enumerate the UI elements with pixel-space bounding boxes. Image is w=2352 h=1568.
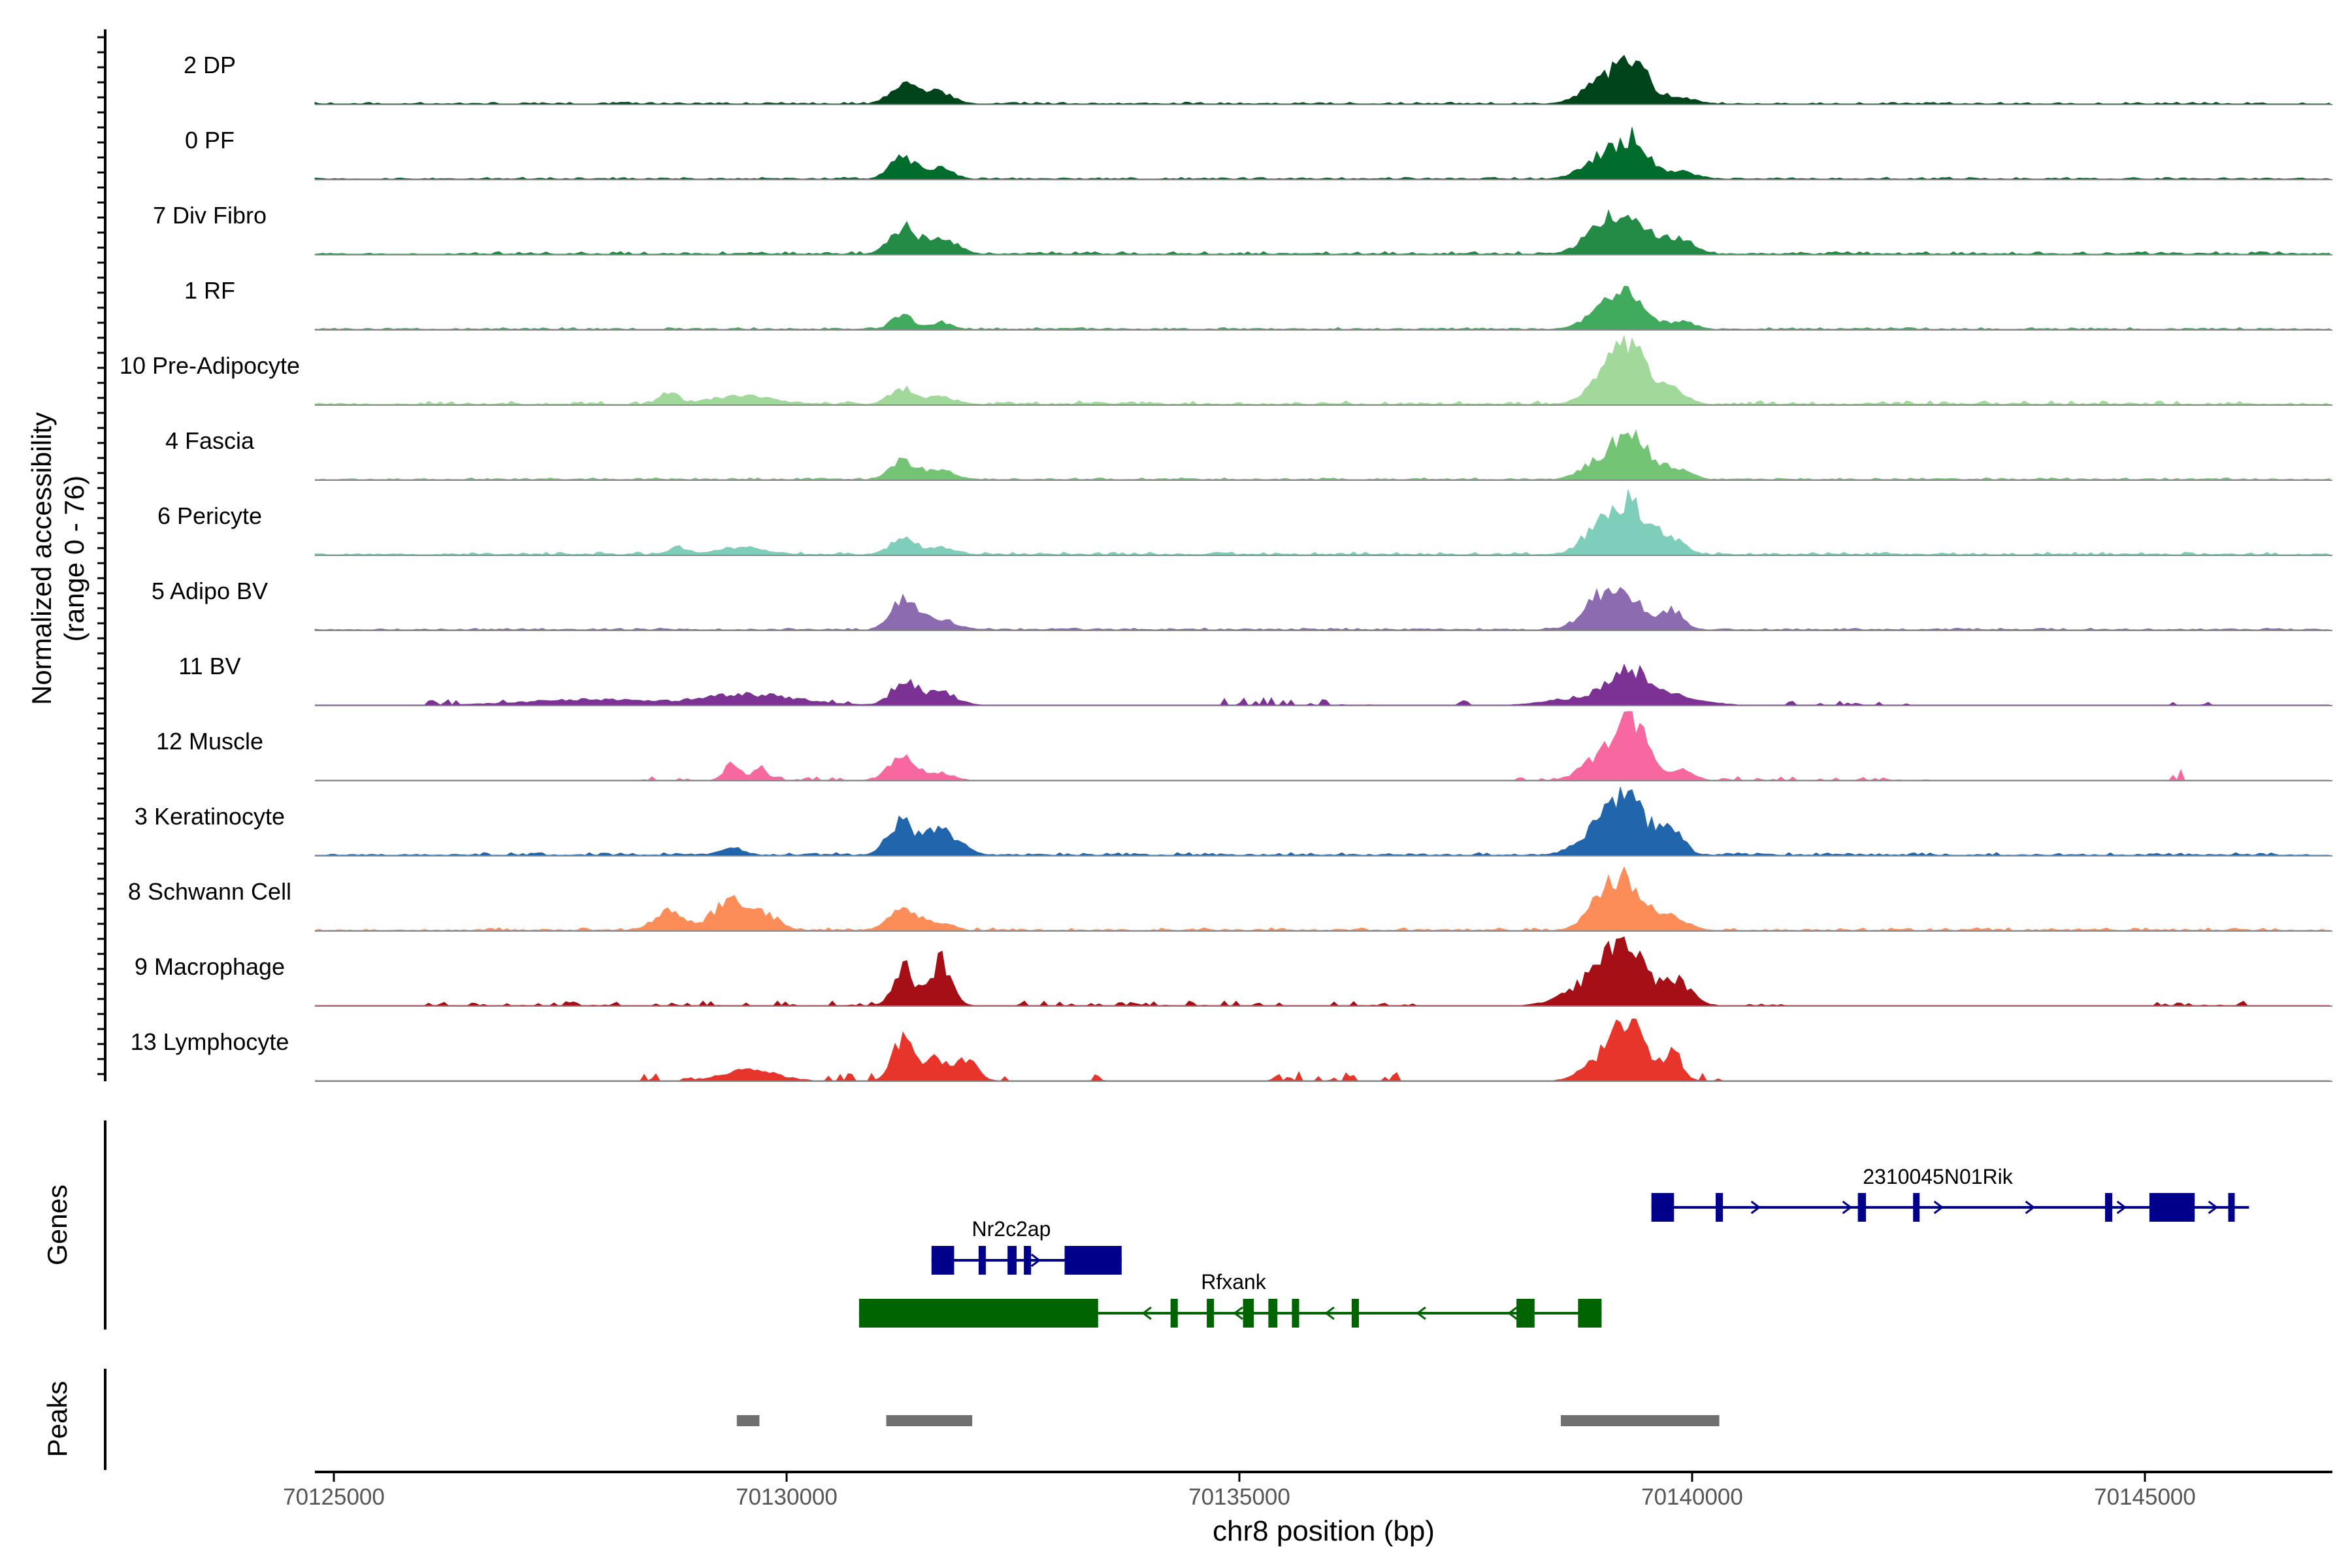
strand-arrow bbox=[1233, 1306, 1243, 1320]
peak-region bbox=[886, 1415, 973, 1426]
coverage-area bbox=[314, 429, 2330, 480]
gene-exon bbox=[1351, 1299, 1359, 1328]
gene-label: Nr2c2ap bbox=[972, 1217, 1051, 1241]
x-tick-label: 70135000 bbox=[1188, 1484, 1290, 1510]
x-tick-label: 70125000 bbox=[283, 1484, 385, 1510]
gene-exon bbox=[1268, 1299, 1278, 1328]
strand-arrow bbox=[1030, 1253, 1041, 1267]
genes-panel: 2310045N01Rik Nr2c2ap Rfxank bbox=[858, 1165, 2249, 1328]
y-axis-title: Normalized accessibility bbox=[26, 412, 57, 705]
coverage-area bbox=[315, 1018, 2330, 1081]
gene-exon bbox=[1651, 1193, 1674, 1222]
gene-exon bbox=[1716, 1193, 1723, 1222]
track-label: 13 Lymphocyte bbox=[131, 1028, 289, 1055]
gene-exon bbox=[2105, 1193, 2113, 1222]
track-label: 3 Keratinocyte bbox=[135, 803, 285, 830]
peaks-panel bbox=[736, 1415, 1720, 1426]
strand-arrow bbox=[2116, 1200, 2127, 1215]
strand-arrow bbox=[1141, 1306, 1152, 1320]
peaks-panel-label: Peaks bbox=[42, 1381, 73, 1458]
strand-arrow bbox=[1842, 1200, 1853, 1215]
peak-region bbox=[736, 1415, 760, 1426]
strand-arrow bbox=[1507, 1306, 1518, 1320]
strand-arrow bbox=[1933, 1200, 1944, 1215]
track-label: 6 Pericyte bbox=[157, 502, 262, 529]
track-label: 4 Fascia bbox=[165, 427, 255, 454]
gene-exon bbox=[978, 1246, 986, 1275]
track-label: 5 Adipo BV bbox=[152, 578, 268, 604]
track-label: 0 PF bbox=[185, 127, 235, 154]
gene-exon bbox=[1243, 1299, 1254, 1328]
x-tick-label: 70130000 bbox=[736, 1484, 838, 1510]
gene-exon bbox=[1207, 1299, 1215, 1328]
gene-exon bbox=[1024, 1246, 1032, 1275]
strand-arrow bbox=[1416, 1306, 1426, 1320]
gene-exon bbox=[931, 1246, 955, 1275]
gene-exon bbox=[858, 1299, 1098, 1328]
gene-exon bbox=[1064, 1246, 1122, 1275]
coverage-area bbox=[315, 663, 2330, 706]
x-axis-title: chr8 position (bp) bbox=[1213, 1515, 1435, 1547]
gene-exon bbox=[2228, 1193, 2235, 1222]
gene-exon bbox=[2149, 1193, 2195, 1222]
gene-exon bbox=[1170, 1299, 1178, 1328]
gene-label: 2310045N01Rik bbox=[1863, 1165, 2014, 1188]
track-label: 12 Muscle bbox=[156, 728, 263, 755]
y-axis-ticks bbox=[97, 36, 105, 1075]
track-label: 8 Schwann Cell bbox=[128, 878, 291, 905]
gene-exon bbox=[1292, 1299, 1299, 1328]
track-label: 2 DP bbox=[184, 52, 236, 78]
peak-region bbox=[1561, 1415, 1720, 1426]
strand-arrow bbox=[2025, 1200, 2036, 1215]
gene-exon bbox=[1913, 1193, 1920, 1222]
track-label: 1 RF bbox=[184, 277, 235, 304]
strand-arrow bbox=[2208, 1200, 2219, 1215]
strand-arrow bbox=[1750, 1200, 1761, 1215]
x-axis: 70125000 70130000 70135000 70140000 70145000 bbox=[283, 1471, 2332, 1510]
coverage-area bbox=[314, 866, 2330, 931]
coverage-area bbox=[314, 587, 2330, 630]
gene-exon bbox=[1516, 1299, 1535, 1328]
coverage-area bbox=[314, 209, 2330, 255]
gene-exon bbox=[1857, 1193, 1867, 1222]
coverage-area bbox=[314, 127, 2330, 180]
gene-label: Rfxank bbox=[1201, 1270, 1267, 1294]
coverage-area bbox=[314, 286, 2330, 330]
genes-panel-label: Genes bbox=[42, 1184, 73, 1266]
x-tick-label: 70145000 bbox=[2094, 1484, 2196, 1510]
track-label: 10 Pre-Adipocyte bbox=[120, 352, 300, 379]
track-label: 11 BV bbox=[178, 653, 240, 679]
track-label: 9 Macrophage bbox=[135, 953, 285, 980]
y-axis-subtitle: (range 0 - 76) bbox=[59, 476, 90, 642]
track-label: 7 Div Fibro bbox=[153, 202, 267, 229]
coverage-area bbox=[315, 711, 2330, 781]
x-tick-label: 70140000 bbox=[1641, 1484, 1743, 1510]
coverage-tracks: 2 DP 0 PF 7 Div Fibro 1 RF 10 Pre-Adipocyte 4… bbox=[120, 52, 2332, 1082]
gene-exon bbox=[1007, 1246, 1017, 1275]
coverage-area bbox=[314, 335, 2330, 405]
coverage-area bbox=[315, 787, 2330, 856]
gene-exon bbox=[1578, 1299, 1602, 1328]
coverage-area bbox=[315, 936, 2330, 1006]
coverage-area bbox=[314, 54, 2330, 105]
strand-arrow bbox=[1324, 1306, 1335, 1320]
coverage-area bbox=[314, 489, 2330, 555]
